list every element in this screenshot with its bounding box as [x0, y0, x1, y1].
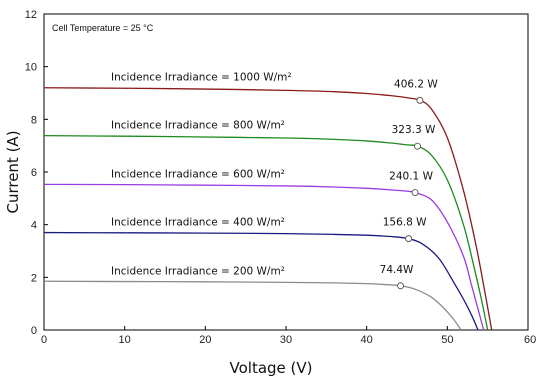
power-label: 406.2 W: [394, 78, 438, 90]
power-label: 240.1 W: [389, 171, 433, 183]
max-power-point: [416, 96, 424, 104]
x-tick-label: 20: [199, 334, 211, 346]
x-tick-label: 60: [524, 334, 536, 346]
x-tick-label: 0: [41, 334, 47, 346]
x-tick-label: 40: [361, 334, 373, 346]
series-group: 406.2 W Incidence Irradiance = 1000 W/m² 3…: [43, 72, 493, 331]
power-label: 323.3 W: [392, 124, 436, 136]
max-power-point: [411, 189, 419, 196]
series-line: [43, 231, 479, 331]
series-name-label: Incidence Irradiance = 600 W/m²: [111, 168, 285, 180]
series-5: 74.4W Incidence Irradiance = 200 W/m²: [43, 264, 462, 331]
series-name-label: Incidence Irradiance = 200 W/m²: [111, 265, 285, 277]
series-line: [43, 87, 493, 331]
series-name-label: Incidence Irradiance = 800 W/m²: [111, 120, 285, 132]
x-tick-label: 50: [441, 334, 453, 346]
max-power-point: [414, 142, 421, 150]
max-power-point: [405, 235, 413, 243]
x-tick-label: 10: [119, 334, 131, 346]
x-axis-title: Voltage (V): [230, 359, 313, 377]
power-label: 74.4W: [380, 264, 414, 276]
y-tick-label: 0: [31, 325, 37, 337]
series-1: 406.2 W Incidence Irradiance = 1000 W/m²: [43, 72, 493, 331]
series-line: [43, 280, 462, 331]
y-tick-label: 4: [31, 220, 37, 232]
y-tick-label: 10: [25, 62, 37, 74]
x-tick-label: 30: [280, 334, 292, 346]
series-name-label: Incidence Irradiance = 1000 W/m²: [111, 72, 292, 84]
series-4: 156.8 W Incidence Irradiance = 400 W/m²: [43, 217, 479, 331]
series-line: [43, 183, 485, 331]
y-axis-title: Current (A): [4, 130, 22, 213]
power-label: 156.8 W: [383, 217, 427, 229]
series-line: [43, 135, 489, 331]
max-power-point: [397, 282, 404, 290]
series-2: 323.3 W Incidence Irradiance = 800 W/m²: [43, 120, 489, 331]
y-tick-label: 6: [31, 167, 37, 179]
y-tick-label: 12: [25, 9, 37, 21]
series-3: 240.1 W Incidence Irradiance = 600 W/m²: [43, 168, 485, 331]
axis-ticks: 0 10 20 30 40 50 60 0 2 4 6 8 10 12: [25, 9, 537, 346]
y-tick-label: 2: [31, 272, 37, 284]
y-tick-label: 8: [31, 114, 37, 126]
temperature-annotation: Cell Temperature = 25 °C: [52, 23, 154, 33]
series-name-label: Incidence Irradiance = 400 W/m²: [111, 217, 285, 229]
